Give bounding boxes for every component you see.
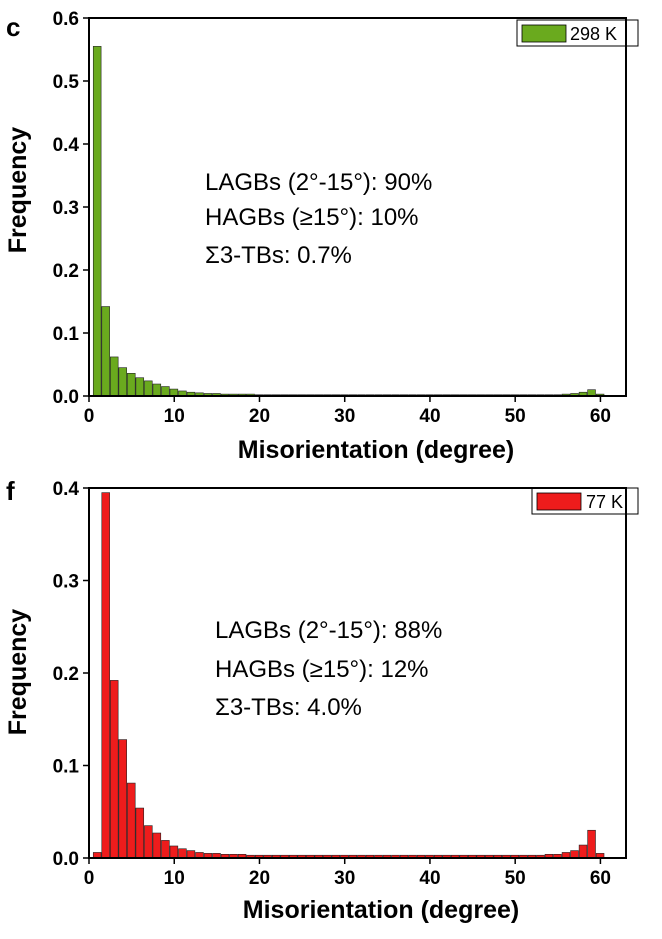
x-tick-label: 10 bbox=[164, 868, 185, 889]
legend: 298 K bbox=[516, 19, 639, 47]
bar bbox=[587, 829, 596, 859]
y-axis-title: Frequency bbox=[4, 127, 32, 254]
bar bbox=[186, 850, 196, 859]
x-tick-label: 30 bbox=[334, 868, 355, 889]
legend-label: 77 K bbox=[586, 492, 623, 512]
chart-panel-c: c Frequency Misorientation (degree) LAGB… bbox=[4, 9, 639, 464]
bar bbox=[118, 739, 127, 859]
bars bbox=[92, 492, 605, 859]
y-tick-label: 0.3 bbox=[53, 198, 79, 219]
y-tick-label: 0.2 bbox=[53, 261, 79, 282]
x-tick-label: 60 bbox=[590, 406, 611, 427]
y-tick-label: 0.2 bbox=[53, 664, 79, 685]
legend-label: 298 K bbox=[570, 24, 617, 44]
bar bbox=[144, 380, 153, 397]
x-tick-label: 10 bbox=[164, 406, 185, 427]
bar bbox=[169, 388, 179, 397]
x-tick-label: 0 bbox=[84, 406, 95, 427]
annotation-sigma3: Σ3-TBs: 4.0% bbox=[215, 694, 362, 721]
x-tick-label: 50 bbox=[505, 406, 526, 427]
legend-swatch bbox=[521, 24, 567, 43]
legend-swatch bbox=[536, 492, 582, 511]
x-axis-title: Misorientation (degree) bbox=[243, 896, 519, 924]
annotation-group: LAGBs (2°-15°): 88% HAGBs (≥15°): 12% Σ3… bbox=[215, 617, 442, 721]
bar bbox=[135, 377, 145, 397]
bar bbox=[152, 832, 162, 859]
y-tick-label: 0.3 bbox=[53, 572, 79, 593]
bar bbox=[161, 386, 170, 397]
bar bbox=[92, 46, 102, 397]
annotation-group: LAGBs (2°-15°): 90% HAGBs (≥15°): 10% Σ3… bbox=[205, 169, 432, 269]
x-tick-label: 0 bbox=[84, 868, 95, 889]
y-tick-label: 0.4 bbox=[53, 479, 80, 500]
bar bbox=[135, 807, 145, 859]
x-tick-label: 50 bbox=[505, 868, 526, 889]
bar bbox=[110, 356, 119, 397]
y-tick-label: 0.1 bbox=[53, 324, 80, 345]
annotation-hagb: HAGBs (≥15°): 12% bbox=[215, 656, 429, 683]
x-tick-label: 30 bbox=[334, 406, 355, 427]
annotation-sigma3: Σ3-TBs: 0.7% bbox=[205, 242, 352, 269]
x-tick-label: 60 bbox=[590, 868, 611, 889]
panel-letter: c bbox=[6, 12, 20, 42]
chart-panel-f: f Frequency Misorientation (degree) LAGB… bbox=[4, 476, 639, 924]
y-tick-label: 0.4 bbox=[53, 135, 80, 156]
y-tick-label: 0.6 bbox=[53, 9, 79, 30]
annotation-lagb: LAGBs (2°-15°): 90% bbox=[205, 169, 432, 196]
bar bbox=[144, 825, 153, 859]
bar bbox=[101, 306, 110, 397]
bar bbox=[178, 848, 187, 859]
bar bbox=[578, 844, 588, 859]
y-tick-label: 0.0 bbox=[53, 387, 79, 408]
bar bbox=[161, 840, 170, 859]
panel-letter: f bbox=[6, 476, 15, 506]
y-tick-label: 0.0 bbox=[53, 849, 79, 870]
x-tick-label: 20 bbox=[249, 406, 270, 427]
bar bbox=[152, 383, 162, 397]
bar bbox=[101, 492, 110, 859]
bar bbox=[118, 367, 127, 397]
bar bbox=[127, 373, 136, 397]
x-tick-label: 20 bbox=[249, 868, 270, 889]
annotation-hagb: HAGBs (≥15°): 10% bbox=[205, 204, 419, 231]
x-tick-label: 40 bbox=[419, 406, 440, 427]
bar bbox=[127, 782, 136, 859]
y-tick-label: 0.1 bbox=[53, 757, 80, 778]
x-tick-label: 40 bbox=[419, 868, 440, 889]
legend: 77 K bbox=[531, 487, 639, 515]
bar bbox=[169, 845, 179, 859]
x-axis-title: Misorientation (degree) bbox=[238, 436, 514, 464]
y-tick-label: 0.5 bbox=[53, 72, 80, 93]
y-axis-title: Frequency bbox=[4, 609, 32, 736]
bar bbox=[570, 850, 579, 859]
annotation-lagb: LAGBs (2°-15°): 88% bbox=[215, 617, 442, 644]
bar bbox=[110, 680, 119, 859]
